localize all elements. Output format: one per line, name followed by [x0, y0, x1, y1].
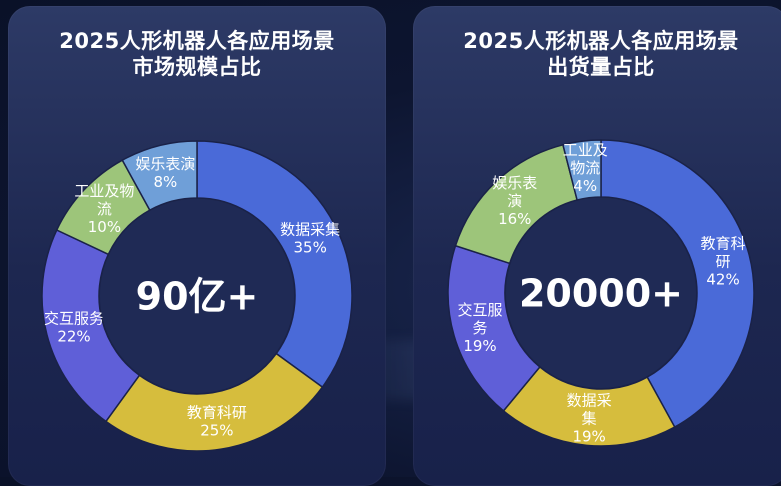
slice-percent-label: 25%	[200, 421, 233, 439]
slice-name-label: 务	[472, 319, 487, 337]
slice-name-label: 娱乐表	[492, 174, 537, 192]
donut-slice	[121, 140, 198, 212]
slice-label: 交互服务 19%	[457, 301, 502, 355]
slice-name-label: 物流	[570, 159, 600, 177]
slice-name-label: 集	[582, 409, 597, 427]
chart-title-line1: 2025人形机器人各应用场景	[463, 29, 739, 53]
slice-name-label: 数据采集	[280, 220, 340, 238]
slice-name-label: 工业及	[563, 141, 608, 159]
slice-name-label: 工业及物	[74, 182, 134, 200]
shipment-donut-chart: 教育科研 42%数据采集 19%交互服务 19%娱乐表演 16%工业及物流 4%20000…	[447, 139, 755, 447]
donut-slice	[600, 139, 755, 429]
slice-label: 娱乐表演 8%	[135, 155, 195, 191]
slice-name-label: 演	[507, 192, 522, 210]
slice-label: 数据采集 19%	[567, 391, 612, 445]
donut-hole	[506, 198, 696, 388]
slice-label: 交互服务 22%	[44, 310, 104, 346]
slice-percent-label: 16%	[498, 210, 531, 228]
slice-percent-label: 8%	[154, 173, 178, 191]
slice-percent-label: 4%	[573, 177, 597, 195]
slice-percent-label: 35%	[293, 238, 326, 256]
center-total-label: 20000+	[519, 272, 683, 316]
slice-name-label: 教育科	[701, 235, 746, 253]
donut-hole	[100, 199, 294, 393]
slice-percent-label: 22%	[57, 328, 90, 346]
slice-name-label: 交互服务	[44, 310, 104, 328]
shipment-card: 2025人形机器人各应用场景 出货量占比 教育科研 42% 数据采集 19% 交互服务 1…	[413, 6, 781, 486]
slice-percent-label: 42%	[706, 271, 739, 289]
slice-percent-label: 19%	[463, 337, 496, 355]
slice-name-label: 交互服	[457, 301, 502, 319]
slice-name-label: 数据采	[567, 391, 612, 409]
slice-percent-label: 10%	[88, 218, 121, 236]
slice-label: 工业及物流 10%	[74, 182, 134, 236]
slice-name-label: 流	[97, 200, 112, 218]
center-total-label: 90亿+	[136, 275, 259, 319]
slice-label: 娱乐表演 16%	[492, 174, 537, 228]
donut-slice	[562, 139, 602, 201]
slice-percent-label: 19%	[572, 427, 605, 445]
slice-name-label: 娱乐表演	[135, 155, 195, 173]
chart-title-line2: 出货量占比	[547, 55, 655, 79]
market-size-donut-chart: 数据采集 35%教育科研 25%交互服务 22%工业及物流 10%娱乐表演 8%90亿+	[41, 140, 353, 452]
chart-title: 2025人形机器人各应用场景 出货量占比	[413, 28, 781, 80]
chart-title: 2025人形机器人各应用场景 市场规模占比	[8, 28, 386, 80]
market-size-card: 2025人形机器人各应用场景 市场规模占比 数据采集 35% 教育科研 25% 交互服务…	[8, 6, 386, 486]
slice-label: 数据采集 35%	[280, 220, 340, 256]
slice-name-label: 研	[716, 253, 731, 271]
chart-title-line2: 市场规模占比	[132, 55, 262, 79]
slice-label: 教育科研 25%	[187, 403, 247, 439]
slice-name-label: 教育科研	[187, 403, 247, 421]
slice-label: 教育科研 42%	[701, 235, 746, 289]
donut-slice	[196, 140, 353, 389]
donut-slice	[104, 352, 324, 452]
chart-title-line1: 2025人形机器人各应用场景	[59, 29, 335, 53]
slice-label: 工业及物流 4%	[563, 141, 608, 195]
